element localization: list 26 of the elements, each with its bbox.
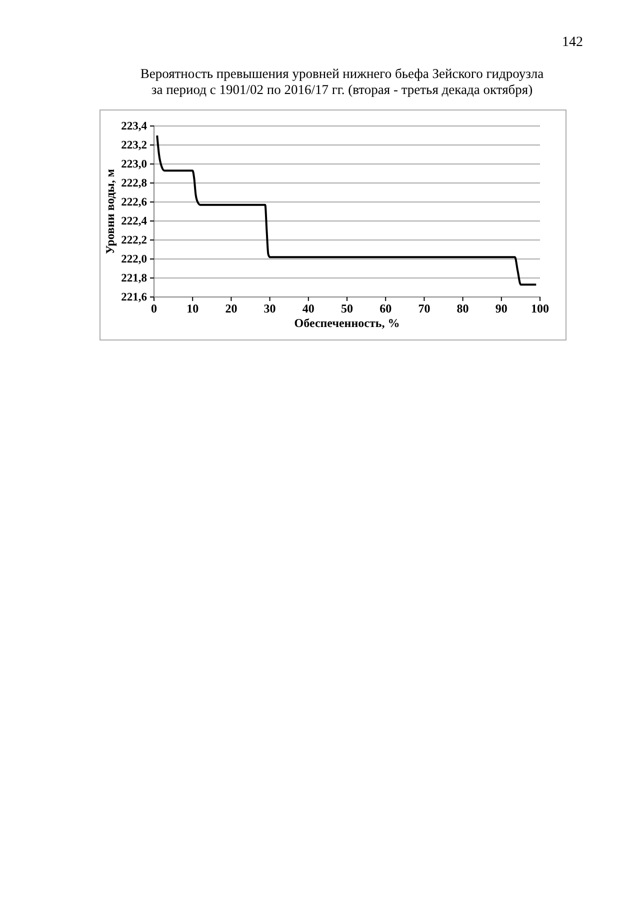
- y-tick-label: 222,2: [121, 234, 148, 247]
- x-tick-label: 20: [225, 302, 238, 316]
- chart-title: Вероятность превышения уровней нижнего бьефа Зейского гидроузла за период с 1901/02 по 2016/17 гг. (вторая - третья декада октября): [140, 66, 544, 97]
- y-tick-label: 222,6: [121, 196, 148, 209]
- x-axis-title: Обеспеченность, %: [294, 316, 400, 330]
- y-tick-label: 223,0: [121, 158, 148, 171]
- x-tick-label: 10: [186, 302, 199, 316]
- y-tick-label: 221,8: [121, 272, 148, 285]
- x-tick-label: 100: [531, 302, 549, 316]
- y-tick-label: 223,2: [121, 140, 148, 152]
- y-tick-label: 223,4: [121, 120, 148, 133]
- x-tick-label: 80: [456, 302, 469, 316]
- y-tick-label: 222,0: [121, 254, 148, 266]
- x-tick-label: 90: [495, 302, 508, 316]
- x-tick-label: 30: [264, 302, 276, 316]
- y-tick-label: 222,8: [121, 178, 148, 190]
- x-tick-label: 40: [302, 302, 314, 316]
- x-tick-label: 0: [151, 302, 157, 316]
- text: 142: [562, 35, 583, 50]
- line-series: [156, 134, 538, 286]
- y-tick-label: 221,6: [121, 292, 148, 304]
- x-tick-label: 50: [341, 302, 353, 316]
- y-tick-label: 222,4: [121, 216, 148, 228]
- x-tick-label: 70: [418, 302, 430, 316]
- x-tick-label: 60: [380, 302, 392, 316]
- y-axis-title: Уровни воды, м: [103, 168, 117, 254]
